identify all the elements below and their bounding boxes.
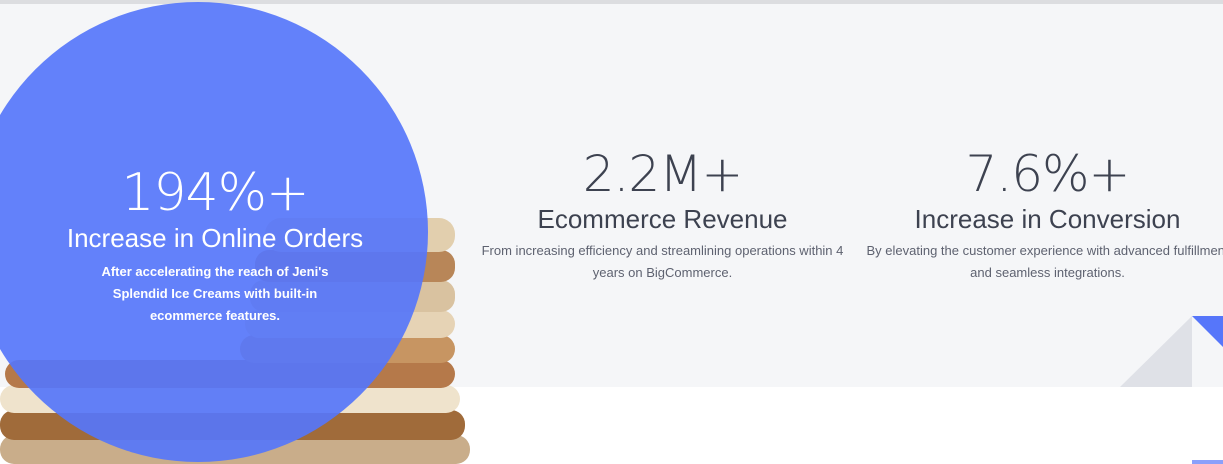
decorative-triangles <box>1120 316 1223 387</box>
stat-online-orders: 194%+ Increase in Online Orders After ac… <box>20 165 410 327</box>
stat-description: By elevating the customer experience wit… <box>866 243 1223 280</box>
stat-description: After accelerating the reach of Jeni's S… <box>101 264 329 323</box>
stat-heading: Increase in Online Orders <box>66 223 364 253</box>
stat-description: From increasing efficiency and streamlin… <box>481 243 844 280</box>
stat-value: 2.2M+ <box>582 145 744 203</box>
stat-heading: Ecommerce Revenue <box>537 204 788 234</box>
stat-heading: Increase in Conversion <box>914 204 1181 234</box>
stat-value: 194%+ <box>121 163 309 223</box>
stat-conversion: 7.6%+ Increase in Conversion By elevatin… <box>865 146 1223 284</box>
decorative-triangle-bottom <box>1192 460 1223 464</box>
highlight-circle <box>0 2 428 462</box>
stat-ecommerce-revenue: 2.2M+ Ecommerce Revenue From increasing … <box>470 146 855 284</box>
stat-value: 7.6%+ <box>965 145 1131 203</box>
top-divider <box>0 0 1223 4</box>
